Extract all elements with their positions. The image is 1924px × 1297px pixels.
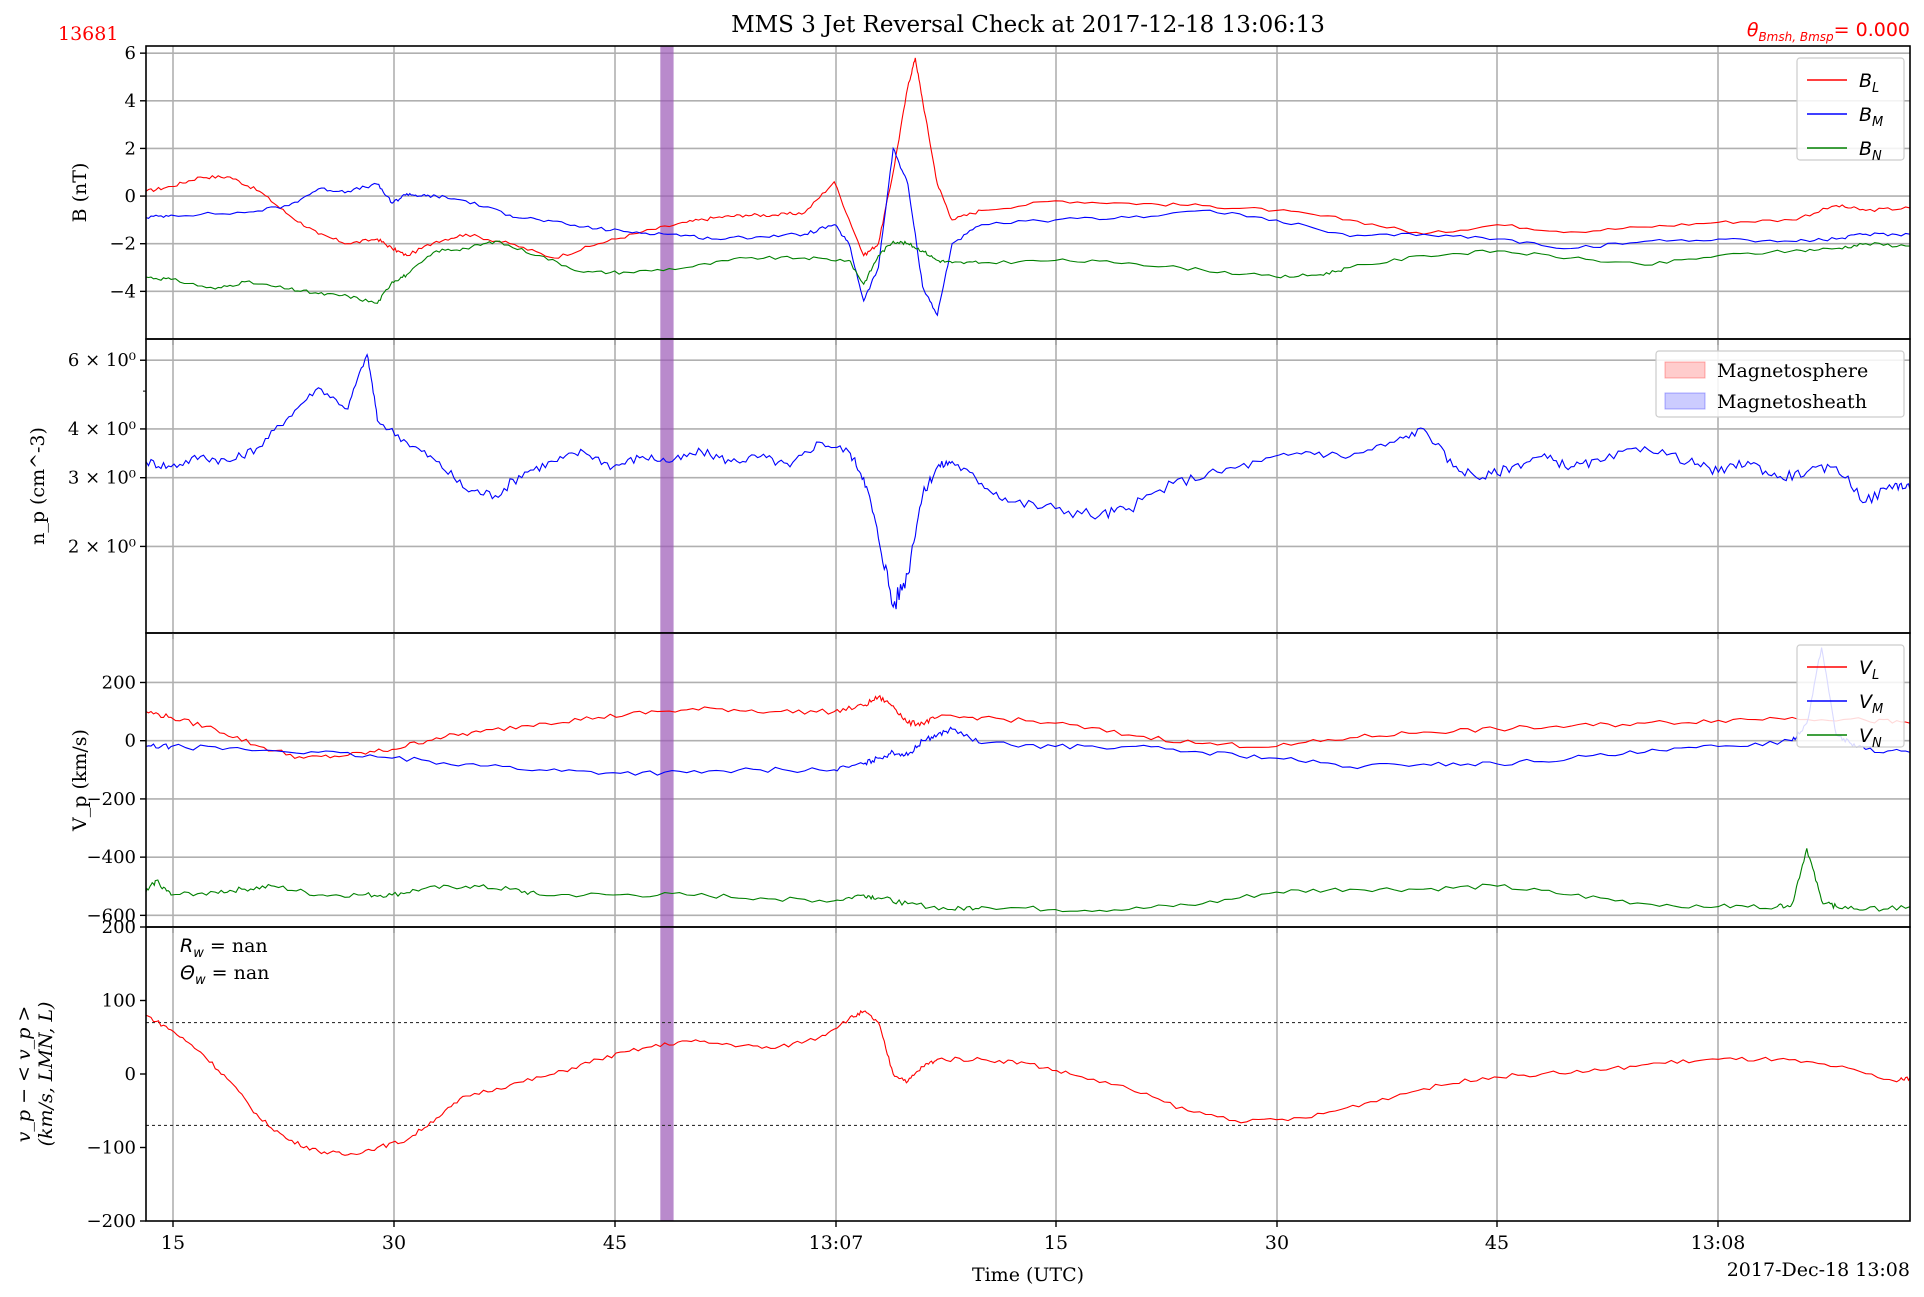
panel-magnetic-field: −4 −2 0 2 4 6 B (nT) BL BM BN — [69, 43, 1911, 345]
y-tick-label: 3 × 10⁰ — [68, 468, 136, 489]
y-tick-label: 0 — [125, 186, 136, 207]
series-group — [146, 57, 1910, 317]
date-label: 2017-Dec-18 13:08 — [1727, 1259, 1910, 1281]
highlight-band — [660, 46, 674, 339]
y-axis-label: n_p (cm^-3) — [27, 427, 49, 545]
x-tick-label: 45 — [603, 1232, 627, 1254]
theta-symbol: θ — [1747, 19, 1759, 41]
series-line-p1 — [146, 353, 1910, 610]
y-tick-label: 6 — [125, 43, 136, 64]
annotation-0: Rw = nan — [180, 935, 268, 961]
legend-label-magnetosheath: Magnetosheath — [1717, 391, 1867, 413]
y-axis-label: B (nT) — [69, 163, 91, 223]
legend-label-vm: VM — [1859, 691, 1883, 717]
y-tick-label: −200 — [87, 789, 136, 810]
y-tick-label: −100 — [87, 1138, 136, 1159]
y-tick-label: 2 — [125, 138, 136, 159]
legend-label-magnetosphere: Magnetosphere — [1717, 360, 1868, 382]
y-tick-label: 6 × 10⁰ — [68, 350, 136, 371]
y-tick-label: −4 — [109, 281, 136, 302]
series-line-bn — [146, 240, 1910, 304]
legend-label-bm: BM — [1859, 104, 1883, 130]
panel-density: 2 × 10⁰ 3 × 10⁰ 4 × 10⁰ 6 × 10⁰ n_p (cm^-3) M… — [27, 338, 1911, 639]
legend-swatch — [1664, 392, 1706, 410]
y-tick-label: 0 — [125, 731, 136, 752]
legend-label-vl: VL — [1859, 657, 1879, 683]
panel-velocity: −600 −400 −200 0 200 V_p (km/s) VL VM VN — [69, 632, 1911, 933]
y-tick-label: 2 × 10⁰ — [68, 536, 136, 557]
y-axis-label-line2: (km/s, LMN, L) — [35, 1002, 57, 1147]
y-tick-label: 100 — [102, 991, 136, 1012]
x-tick-label: 15 — [1044, 1232, 1068, 1254]
series-line-vm — [146, 647, 1910, 776]
y-tick-label: 200 — [102, 917, 136, 938]
x-tick-label: 13:07 — [809, 1232, 864, 1254]
x-tick-label: 15 — [161, 1232, 185, 1254]
annotation-1: Θw = nan — [180, 962, 269, 988]
highlight-band — [660, 339, 674, 633]
theta-label: θBmsh, Bmsp= 0.000 — [1747, 19, 1910, 44]
figure-title: MMS 3 Jet Reversal Check at 2017-12-18 1… — [731, 12, 1325, 38]
x-tick-labels: 15 30 45 13:07 15 30 45 13:08 — [161, 1232, 1745, 1254]
legend-box — [1796, 57, 1905, 161]
y-axis-label: V_p (km/s) — [69, 729, 91, 832]
series-line-bl — [146, 57, 1910, 259]
legend-box — [1796, 644, 1905, 748]
y-tick-label: −2 — [109, 234, 136, 255]
y-axis-label-line1: v_p − < v_p > — [13, 1006, 35, 1143]
y-tick-label: 0 — [125, 1064, 136, 1085]
series-line-p3 — [146, 1009, 1910, 1156]
x-tick-label: 30 — [382, 1232, 406, 1254]
legend-label-bl: BL — [1859, 70, 1879, 96]
highlight-band — [660, 927, 674, 1221]
y-tick-label: −400 — [87, 847, 136, 868]
y-tick-label: 4 — [125, 91, 136, 112]
y-tick-label: −200 — [87, 1211, 136, 1232]
legend-box — [1655, 350, 1905, 418]
x-tick-label: 30 — [1265, 1232, 1289, 1254]
x-tick-label: 13:08 — [1691, 1232, 1746, 1254]
y-tick-label: 200 — [102, 672, 136, 693]
series-line-vl — [146, 694, 1910, 760]
series-group — [146, 1009, 1910, 1156]
theta-subscript: Bmsh, Bmsp — [1758, 30, 1834, 44]
theta-value: = 0.000 — [1834, 19, 1910, 41]
series-group — [146, 353, 1910, 610]
x-axis-label: Time (UTC) — [972, 1264, 1084, 1286]
series-group — [146, 647, 1910, 913]
legend-swatch — [1664, 361, 1706, 379]
series-line-vn — [146, 848, 1910, 913]
legend-label-vn: VN — [1859, 725, 1882, 751]
panel-velocity-deviation: −200 −100 0 100 200 v_p − < v_p > (km/s, LMN, … — [13, 917, 1911, 1232]
y-tick-label: 4 × 10⁰ — [68, 419, 136, 440]
highlight-band — [660, 633, 674, 927]
y-tick-label: −600 — [87, 905, 136, 926]
x-tick-label: 45 — [1485, 1232, 1509, 1254]
legend-label-bn: BN — [1859, 138, 1882, 164]
event-id: 13681 — [58, 23, 118, 45]
